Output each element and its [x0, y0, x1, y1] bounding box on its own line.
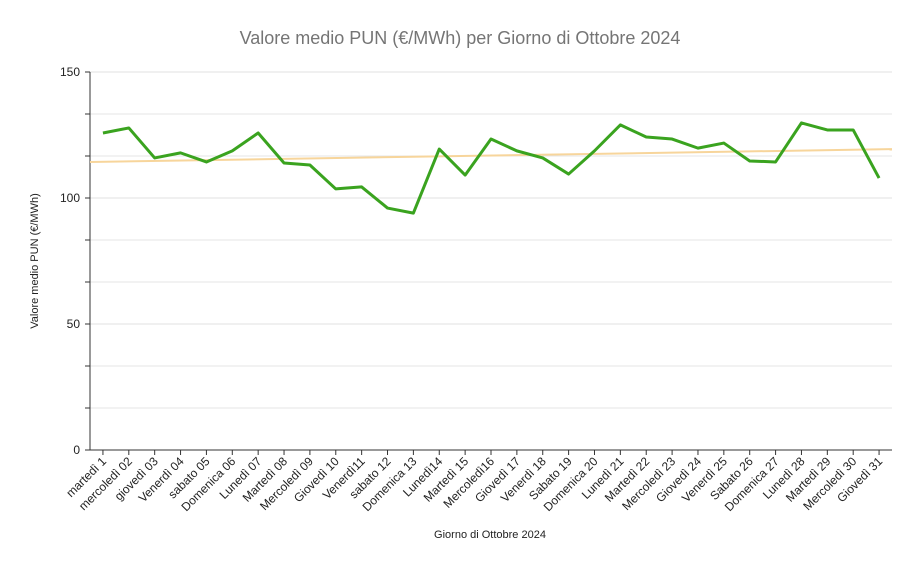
y-axis-label: Valore medio PUN (€/MWh) [29, 193, 41, 329]
y-tick-label: 100 [60, 191, 80, 205]
x-axis-label: Giorno di Ottobre 2024 [434, 529, 546, 541]
y-tick-label: 50 [67, 317, 81, 331]
y-tick-label: 150 [60, 65, 80, 79]
trendline [89, 148, 893, 163]
y-tick-label: 0 [73, 443, 80, 457]
data-line [102, 121, 881, 215]
chart-title: Valore medio PUN (€/MWh) per Giorno di O… [240, 28, 681, 48]
